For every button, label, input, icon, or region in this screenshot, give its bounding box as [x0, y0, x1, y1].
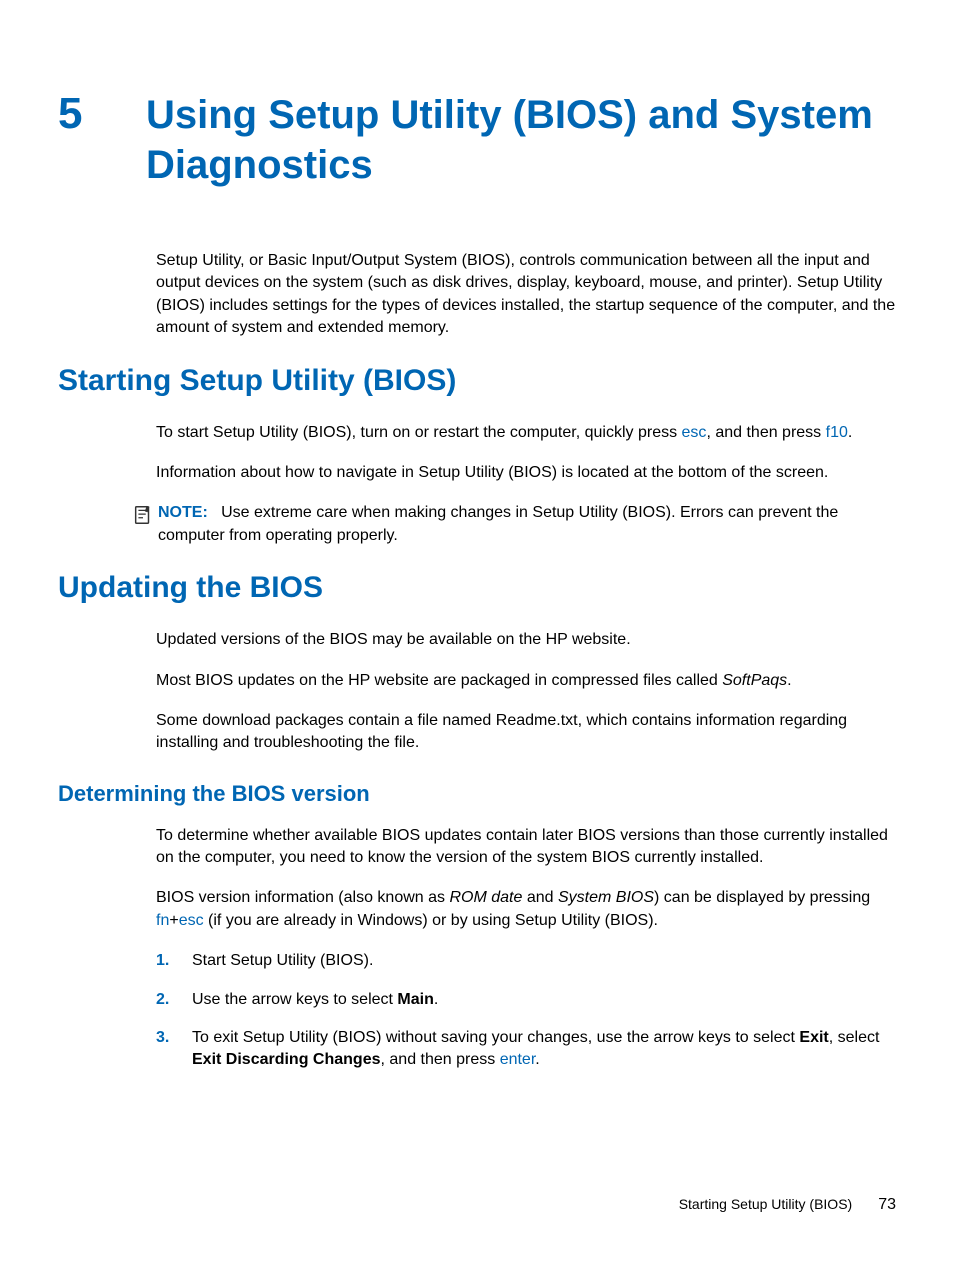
- step-number: 3.: [156, 1027, 192, 1049]
- f10-key: f10: [826, 424, 848, 441]
- chapter-number: 5: [58, 90, 146, 138]
- main-option: Main: [397, 991, 433, 1008]
- step-3: 3. To exit Setup Utility (BIOS) without …: [156, 1027, 896, 1072]
- updating-p3: Some download packages contain a file na…: [156, 710, 896, 755]
- intro-paragraph: Setup Utility, or Basic Input/Output Sys…: [156, 250, 896, 340]
- step-2: 2. Use the arrow keys to select Main.: [156, 989, 896, 1011]
- step-1: 1. Start Setup Utility (BIOS).: [156, 950, 896, 972]
- navigate-info: Information about how to navigate in Set…: [156, 462, 896, 484]
- text: , select: [829, 1029, 880, 1046]
- note-body: Use extreme care when making changes in …: [158, 504, 838, 543]
- fn-key: fn: [156, 912, 169, 929]
- text: .: [535, 1051, 539, 1068]
- steps-list: 1. Start Setup Utility (BIOS). 2. Use th…: [156, 950, 896, 1072]
- step-text: Use the arrow keys to select Main.: [192, 989, 896, 1011]
- esc-key: esc: [179, 912, 204, 929]
- updating-p2: Most BIOS updates on the HP website are …: [156, 670, 896, 692]
- note-label: NOTE:: [158, 504, 208, 521]
- step-number: 2.: [156, 989, 192, 1011]
- step-text: To exit Setup Utility (BIOS) without sav…: [192, 1027, 896, 1072]
- updating-p1: Updated versions of the BIOS may be avai…: [156, 629, 896, 651]
- text: .: [434, 991, 438, 1008]
- note-block: NOTE: Use extreme care when making chang…: [132, 502, 896, 547]
- text: , and then press: [706, 424, 825, 441]
- text: Use the arrow keys to select: [192, 991, 397, 1008]
- section-heading-updating: Updating the BIOS: [58, 571, 896, 605]
- section-heading-starting: Starting Setup Utility (BIOS): [58, 364, 896, 398]
- softpaqs-term: SoftPaqs: [722, 672, 787, 689]
- note-text: NOTE: Use extreme care when making chang…: [158, 502, 896, 547]
- page-number: 73: [878, 1196, 896, 1214]
- text: To start Setup Utility (BIOS), turn on o…: [156, 424, 682, 441]
- system-bios-term: System BIOS: [558, 889, 654, 906]
- subsection-heading-version: Determining the BIOS version: [58, 781, 896, 807]
- text: (if you are already in Windows) or by us…: [204, 912, 658, 929]
- text: +: [169, 912, 178, 929]
- start-instruction: To start Setup Utility (BIOS), turn on o…: [156, 422, 896, 444]
- text: To exit Setup Utility (BIOS) without sav…: [192, 1029, 799, 1046]
- enter-key: enter: [500, 1051, 536, 1068]
- exit-discarding-option: Exit Discarding Changes: [192, 1051, 381, 1068]
- text: ) can be displayed by pressing: [654, 889, 870, 906]
- chapter-title: Using Setup Utility (BIOS) and System Di…: [146, 90, 896, 190]
- version-p2: BIOS version information (also known as …: [156, 887, 896, 932]
- text: BIOS version information (also known as: [156, 889, 449, 906]
- step-text: Start Setup Utility (BIOS).: [192, 950, 896, 972]
- note-icon: [132, 504, 154, 526]
- footer-section-title: Starting Setup Utility (BIOS): [679, 1196, 853, 1212]
- text: .: [848, 424, 852, 441]
- version-p1: To determine whether available BIOS upda…: [156, 825, 896, 870]
- text: Most BIOS updates on the HP website are …: [156, 672, 722, 689]
- page-footer: Starting Setup Utility (BIOS) 73: [679, 1196, 896, 1214]
- esc-key: esc: [682, 424, 707, 441]
- rom-date-term: ROM date: [449, 889, 522, 906]
- text: .: [787, 672, 791, 689]
- exit-option: Exit: [799, 1029, 828, 1046]
- document-page: 5 Using Setup Utility (BIOS) and System …: [0, 0, 954, 1072]
- text: , and then press: [381, 1051, 500, 1068]
- chapter-header: 5 Using Setup Utility (BIOS) and System …: [58, 90, 896, 190]
- text: and: [522, 889, 558, 906]
- step-number: 1.: [156, 950, 192, 972]
